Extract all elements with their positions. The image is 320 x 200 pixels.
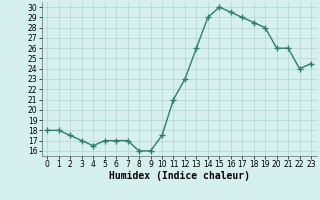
X-axis label: Humidex (Indice chaleur): Humidex (Indice chaleur)	[109, 171, 250, 181]
